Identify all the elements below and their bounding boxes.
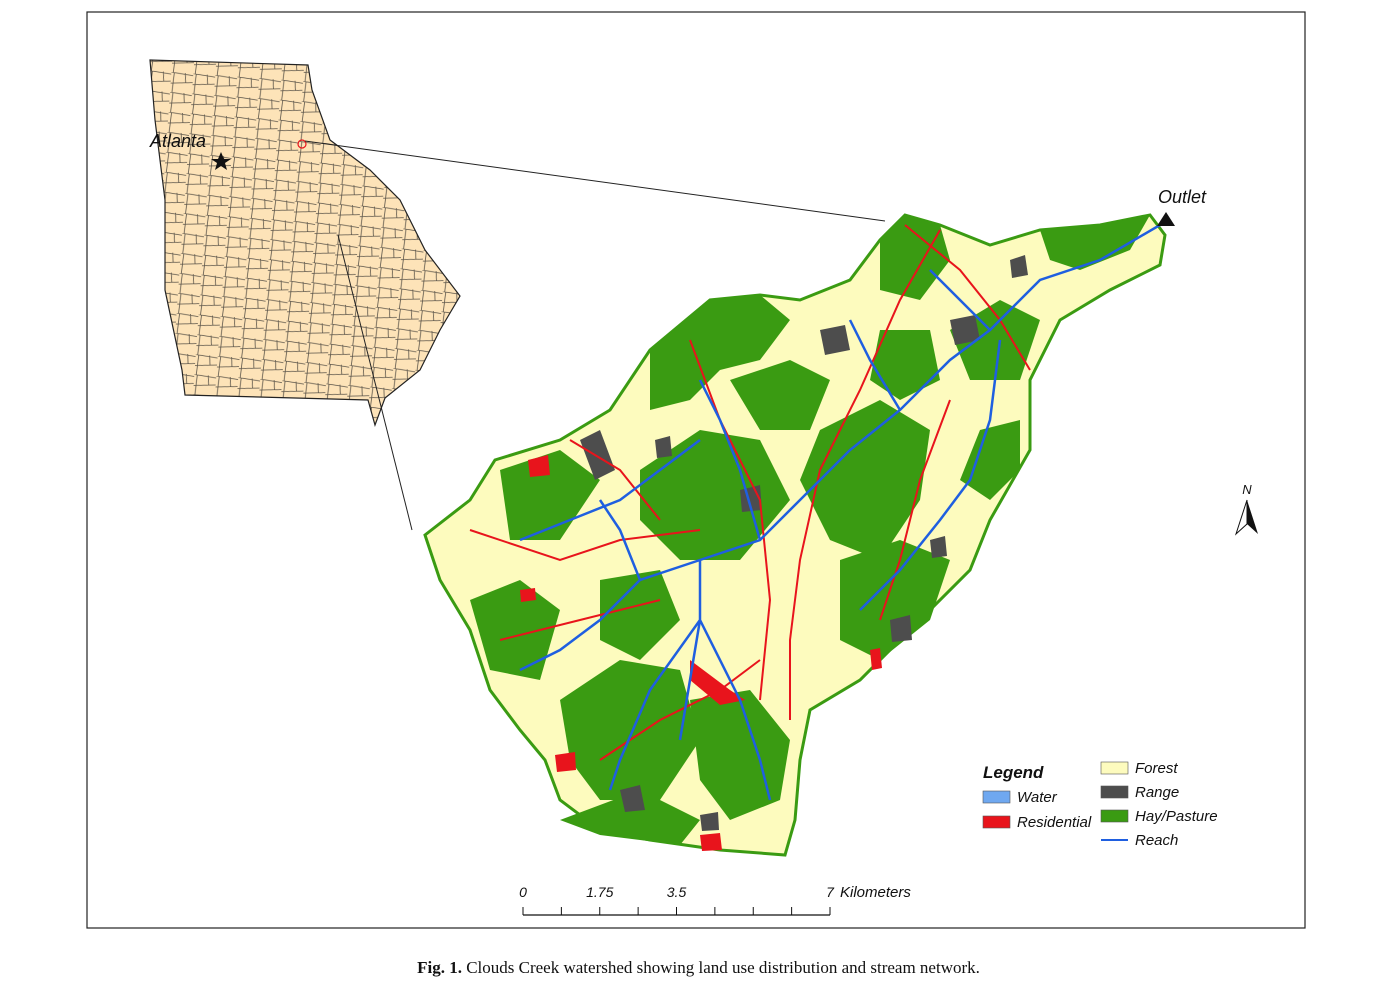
caption-label: Fig. 1.: [417, 958, 462, 977]
watershed: [423, 213, 1167, 857]
legend-label: Water: [1017, 789, 1058, 806]
outlet-label: Outlet: [1158, 187, 1207, 207]
leader-line: [304, 140, 886, 222]
legend-title: Legend: [983, 763, 1044, 782]
scale-label: 0: [519, 884, 527, 900]
legend-label: Reach: [1135, 832, 1178, 849]
leader-line: [337, 234, 413, 531]
caption: Fig. 1. Clouds Creek watershed showing l…: [0, 958, 1397, 978]
scale-label: 3.5: [667, 884, 687, 900]
legend-label: Range: [1135, 784, 1179, 801]
city-label: Atlanta: [149, 131, 206, 151]
scale-label: 7: [826, 884, 835, 900]
legend-label: Forest: [1135, 760, 1178, 777]
legend-swatch: [1100, 761, 1129, 775]
legend-swatch: [982, 790, 1011, 804]
legend-swatch: [1100, 785, 1129, 799]
scale-unit: Kilometers: [840, 884, 911, 901]
caption-text: Clouds Creek watershed showing land use …: [466, 958, 980, 977]
outlet-marker: [1157, 212, 1175, 226]
scale-label: 1.75: [586, 884, 613, 900]
inset-map: Atlanta: [149, 59, 461, 427]
legend-swatch: [1100, 809, 1129, 823]
frame: [86, 11, 1306, 929]
north-label: N: [1242, 482, 1252, 497]
legend-label: Residential: [1017, 814, 1092, 831]
legend-label: Hay/Pasture: [1135, 808, 1218, 825]
scale-bar: 0 1.75 3.5 7 Kilometers: [519, 884, 911, 916]
north-arrow: N: [1234, 482, 1258, 536]
legend: Water Residential Forest Range Hay/Pasture Re…: [982, 760, 1218, 849]
legend-swatch: [982, 815, 1011, 829]
